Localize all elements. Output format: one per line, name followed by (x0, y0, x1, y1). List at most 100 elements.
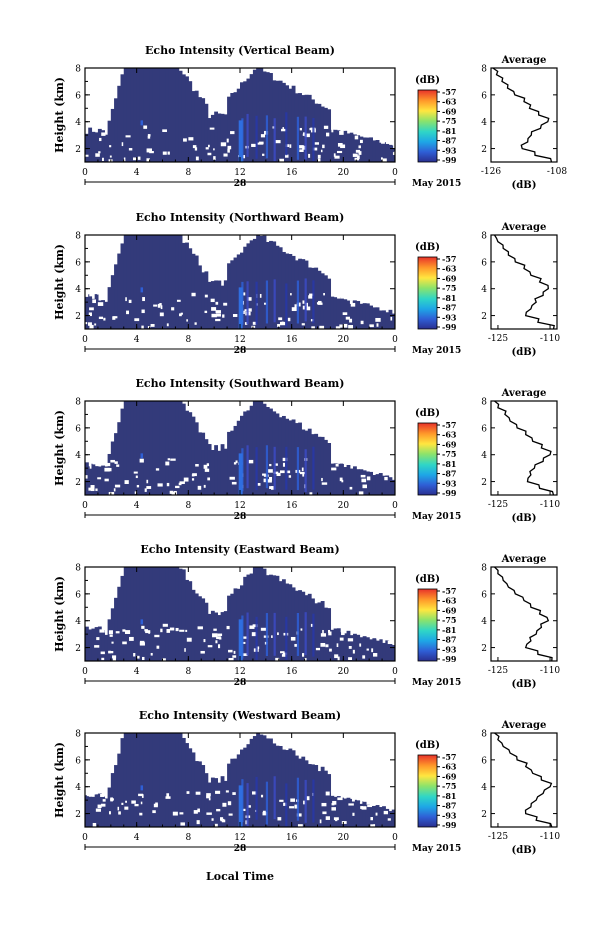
echo-column (388, 309, 393, 329)
data-gap (121, 142, 124, 147)
echo-column (291, 750, 296, 827)
data-gap (363, 463, 367, 468)
data-gap (98, 316, 104, 320)
data-gap (358, 151, 362, 155)
echo-column (117, 753, 122, 827)
echo-column (117, 253, 122, 329)
colorbar-tick-label: -69 (442, 439, 457, 449)
echo-column (114, 98, 118, 162)
echo-column (262, 568, 267, 661)
echo-column (275, 80, 280, 162)
data-gap (89, 292, 95, 297)
y-axis-label: Height (km) (53, 77, 66, 153)
data-gap (89, 307, 94, 311)
colorbar-tick-label: -69 (442, 605, 457, 615)
data-gap (362, 484, 367, 489)
echo-column (385, 640, 390, 661)
data-gap (211, 818, 214, 821)
echo-column (149, 401, 154, 495)
date-label: May 2015 (412, 179, 461, 189)
x-tick-label: 4 (134, 667, 140, 677)
data-gap (100, 793, 105, 797)
echo-column (236, 88, 241, 162)
echo-column (278, 247, 283, 329)
echo-column (210, 450, 215, 495)
echo-column (91, 298, 96, 329)
data-gap (276, 472, 281, 476)
data-gap (392, 797, 395, 800)
echo-column (220, 776, 225, 827)
echo-column (207, 118, 212, 162)
echo-column (372, 475, 377, 495)
data-gap (371, 791, 374, 795)
data-gap (218, 644, 221, 649)
data-gap (256, 646, 260, 650)
data-gap (101, 132, 106, 136)
data-gap (308, 153, 311, 158)
x-tick-label: 12 (234, 168, 245, 178)
echo-column (349, 468, 354, 495)
data-gap (179, 481, 185, 484)
data-gap (197, 808, 200, 813)
echo-column (143, 567, 147, 661)
echo-column (168, 401, 173, 495)
data-gap (322, 144, 325, 149)
data-gap (341, 821, 347, 824)
data-gap (211, 313, 217, 318)
data-gap (167, 458, 171, 461)
x-tick-label: 8 (185, 833, 191, 843)
data-gap (343, 461, 347, 465)
echo-column (353, 799, 357, 827)
data-gap (141, 625, 145, 629)
data-gap (310, 623, 314, 627)
data-gap (257, 142, 263, 145)
data-gap (322, 811, 327, 815)
data-gap (375, 632, 380, 635)
data-gap (271, 635, 273, 638)
echo-column (91, 131, 96, 162)
colorbar-tick-label: -87 (442, 635, 456, 645)
data-gap (194, 147, 198, 151)
echo-streak (312, 280, 315, 324)
data-gap (87, 322, 92, 326)
data-gap (268, 469, 273, 473)
data-gap (275, 657, 280, 661)
echo-column (230, 260, 235, 329)
data-gap (384, 476, 388, 481)
y-tick-label: 6 (75, 91, 81, 101)
echo-column (314, 103, 319, 162)
echo-column (181, 242, 186, 329)
data-gap (349, 486, 353, 490)
x-tick-label: 0 (82, 501, 88, 511)
colorbar-tick-label: -87 (442, 801, 456, 811)
data-gap (108, 650, 111, 654)
echo-column (136, 401, 141, 495)
echo-column (269, 738, 273, 827)
data-gap (235, 460, 238, 464)
data-gap (349, 300, 353, 304)
colorbar-tick-label: -81 (442, 293, 456, 303)
data-gap (314, 142, 320, 145)
colorbar-tick-label: -57 (442, 87, 456, 97)
echo-column (340, 797, 344, 827)
echo-column (346, 133, 351, 162)
x-tick-label: 4 (134, 501, 140, 511)
data-gap (207, 152, 212, 156)
echo-column (120, 575, 125, 661)
data-gap (304, 658, 307, 661)
data-gap (251, 632, 257, 637)
y-tick-label: 8 (75, 564, 81, 574)
echo-column (278, 746, 283, 827)
echo-column (256, 733, 260, 827)
colorbar-label: (dB) (415, 740, 440, 751)
data-gap (281, 654, 287, 657)
data-gap (269, 463, 272, 467)
data-gap (281, 128, 287, 132)
data-gap (103, 317, 106, 321)
echo-streak (255, 115, 258, 159)
data-gap (360, 320, 364, 325)
data-gap (262, 812, 268, 816)
average-y-tick-label: 8 (481, 564, 487, 574)
data-gap (358, 129, 365, 134)
data-gap (290, 636, 296, 641)
